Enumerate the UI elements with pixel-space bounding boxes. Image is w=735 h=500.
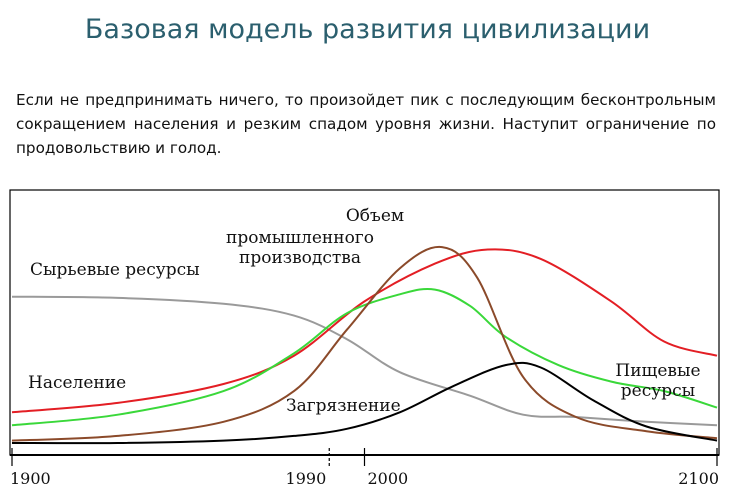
label-food-2: ресурсы	[621, 381, 695, 401]
x-tick-layer: 1900 1990 2000 2100	[10, 448, 719, 488]
label-population: Население	[28, 373, 126, 393]
label-industrial-1: Объем	[346, 206, 404, 226]
world-model-chart: 1900 1990 2000 2100 Объем промышленного про…	[9, 189, 720, 488]
slide-title: Базовая модель развития цивилизации	[84, 14, 651, 45]
label-raw-resources: Сырьевые ресурсы	[30, 260, 200, 280]
label-pollution: Загрязнение	[286, 396, 401, 416]
x-tick-label: 2000	[368, 469, 409, 488]
series-line-population	[11, 248, 718, 414]
x-tick-label: 1990	[286, 469, 327, 488]
label-industrial-3: производства	[239, 248, 361, 268]
series-line-pollution	[11, 361, 718, 445]
x-tick-label: 1900	[10, 469, 51, 488]
label-industrial-2: промышленного	[226, 228, 374, 248]
label-food-1: Пищевые	[615, 361, 700, 381]
series-line-food-resources	[11, 287, 718, 427]
series-line-industrial-output	[11, 245, 718, 442]
slide-description: Если не предпринимать ничего, то произой…	[16, 91, 716, 157]
series-line-raw-resources	[11, 295, 718, 427]
x-tick-label: 2100	[678, 469, 719, 488]
series-layer	[11, 245, 718, 445]
